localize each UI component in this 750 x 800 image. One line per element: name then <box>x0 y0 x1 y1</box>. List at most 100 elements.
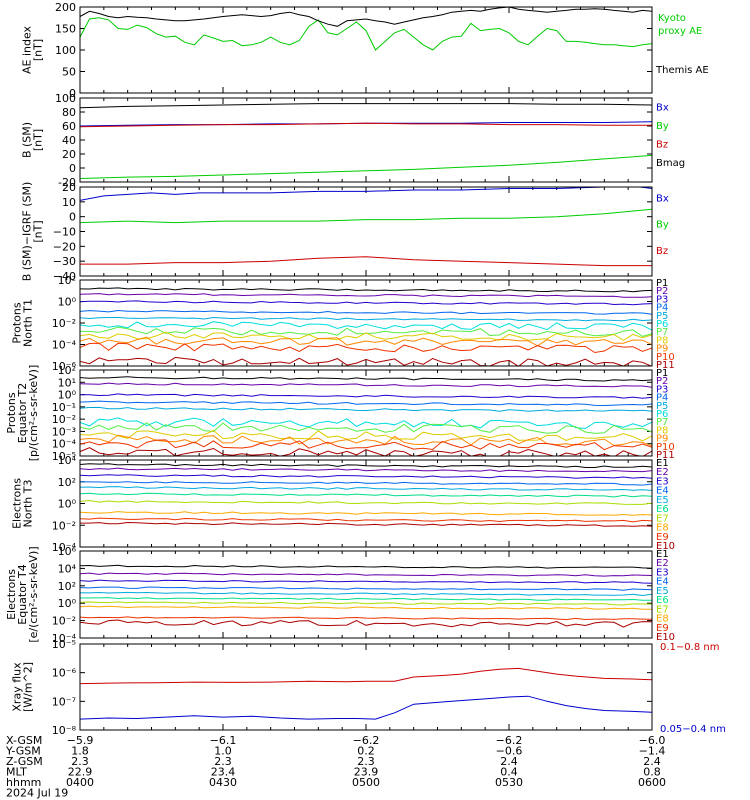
footer-value: 2.4 <box>643 755 661 768</box>
panel-frame <box>79 6 653 94</box>
series-line <box>80 511 652 516</box>
legend-label: E1 <box>656 549 669 560</box>
footer-value: −6.0 <box>639 734 666 747</box>
legend-label: P9 <box>656 344 668 355</box>
legend-label: Themis AE <box>655 65 709 76</box>
panel-frame <box>79 97 653 183</box>
series-line <box>80 619 652 628</box>
series-line <box>80 474 652 479</box>
series-line <box>80 300 652 306</box>
y-axis-label: Equator T2 <box>16 383 29 443</box>
series-line <box>80 481 652 486</box>
y-axis-label: Electrons <box>11 478 24 529</box>
legend-label: E1 <box>656 458 669 469</box>
series-line <box>80 103 652 109</box>
footer-value: 0500 <box>352 776 380 789</box>
legend-label: P11 <box>656 450 675 461</box>
panel-8: 10⁻⁸ 10⁻⁷ 10⁻⁶ 10⁻⁵ Xray flux[W/m^2] 0.1−0.8 … <box>11 638 726 737</box>
footer-row-label: 2024 Jul 19 <box>6 787 68 800</box>
y-tick-label: 10⁻² <box>52 413 76 426</box>
footer-value: 0430 <box>209 776 237 789</box>
series-line <box>80 393 652 399</box>
y-tick-label: 10² <box>58 476 76 489</box>
y-tick-label: −20 <box>53 240 76 253</box>
series-line <box>80 463 652 468</box>
panel-frame <box>79 459 653 548</box>
legend-label: Bmag <box>656 158 685 169</box>
legend-label: 0.05−0.4 nm <box>660 724 726 735</box>
series-line <box>80 336 652 347</box>
y-tick-label: 60 <box>62 120 76 133</box>
y-tick-label: 10⁻⁴ <box>52 632 77 645</box>
y-tick-label: 10¹ <box>58 376 76 389</box>
legend-label: P9 <box>656 434 668 445</box>
y-tick-label: −40 <box>53 270 76 283</box>
legend-label: E9 <box>656 532 669 543</box>
series-line <box>80 7 652 27</box>
legend-label: P4 <box>656 393 668 404</box>
series-line <box>80 287 652 293</box>
y-tick-label: 0 <box>69 211 76 224</box>
series-line <box>80 429 652 442</box>
legend-label: P7 <box>656 417 668 428</box>
footer-value: 2.3 <box>214 755 232 768</box>
y-tick-label: 40 <box>62 134 76 147</box>
y-axis-label: [nT] <box>32 220 45 242</box>
y-axis-label: North T1 <box>22 299 35 347</box>
y-tick-label: 10 <box>62 196 76 209</box>
legend-label-part: proxy AE <box>658 26 702 37</box>
legend-label: P10 <box>656 352 675 363</box>
legend-label: E6 <box>656 595 669 606</box>
footer-value: 2.4 <box>500 755 518 768</box>
legend-label: E8 <box>656 614 669 625</box>
series-line <box>80 293 652 298</box>
y-tick-label: 10² <box>58 274 76 287</box>
y-tick-label: 0 <box>69 162 76 175</box>
plot-area <box>80 667 652 720</box>
plot-area <box>80 187 652 267</box>
plot-area <box>80 376 652 456</box>
series-line <box>80 467 652 473</box>
y-tick-label: 10⁰ <box>58 597 77 610</box>
series-line <box>80 17 652 51</box>
y-axis-label: Equator T4 <box>16 564 29 624</box>
y-axis-label: [nT] <box>32 129 45 151</box>
legend-label: P8 <box>656 425 668 436</box>
series-line <box>80 382 652 388</box>
series-line <box>80 586 652 591</box>
legend-label-part: Kyoto <box>658 13 686 24</box>
footer-value: 2.3 <box>71 755 89 768</box>
y-tick-label: −10 <box>53 226 76 239</box>
y-tick-label: 20 <box>62 148 76 161</box>
y-tick-label: 10⁰ <box>58 498 77 511</box>
series-line <box>80 331 652 341</box>
footer-value: 0530 <box>495 776 523 789</box>
plot-area <box>80 287 652 366</box>
series-line <box>80 417 652 430</box>
y-axis-label: [nT] <box>32 39 45 61</box>
series-line <box>80 579 652 584</box>
series-line <box>80 439 652 451</box>
legend-label: P11 <box>656 360 675 371</box>
series-line <box>80 122 652 128</box>
y-tick-label: 10² <box>58 364 76 377</box>
panel-3: −40 −30 −20−10 0 10 20 B (SM)−IGRF (SM)[nT] Bx B… <box>21 181 669 283</box>
legend-label: Bx <box>656 103 669 114</box>
series-line <box>80 486 652 491</box>
legend-label: E3 <box>656 567 669 578</box>
legend-label: P6 <box>656 319 668 330</box>
y-tick-label: 0 <box>69 87 76 100</box>
y-axis-label: [p/(cm²-s-sr-keV)] <box>27 365 40 462</box>
plot-area <box>80 564 652 628</box>
series-line <box>80 422 652 434</box>
y-tick-label: 100 <box>55 44 76 57</box>
series-line <box>80 400 652 407</box>
legend-label: P4 <box>656 303 668 314</box>
panel-frame <box>79 643 653 731</box>
footer-value: 2.3 <box>357 755 375 768</box>
legend-label: P6 <box>656 409 668 420</box>
y-axis-label: [e/(cm²-s-sr-keV)] <box>27 546 40 642</box>
